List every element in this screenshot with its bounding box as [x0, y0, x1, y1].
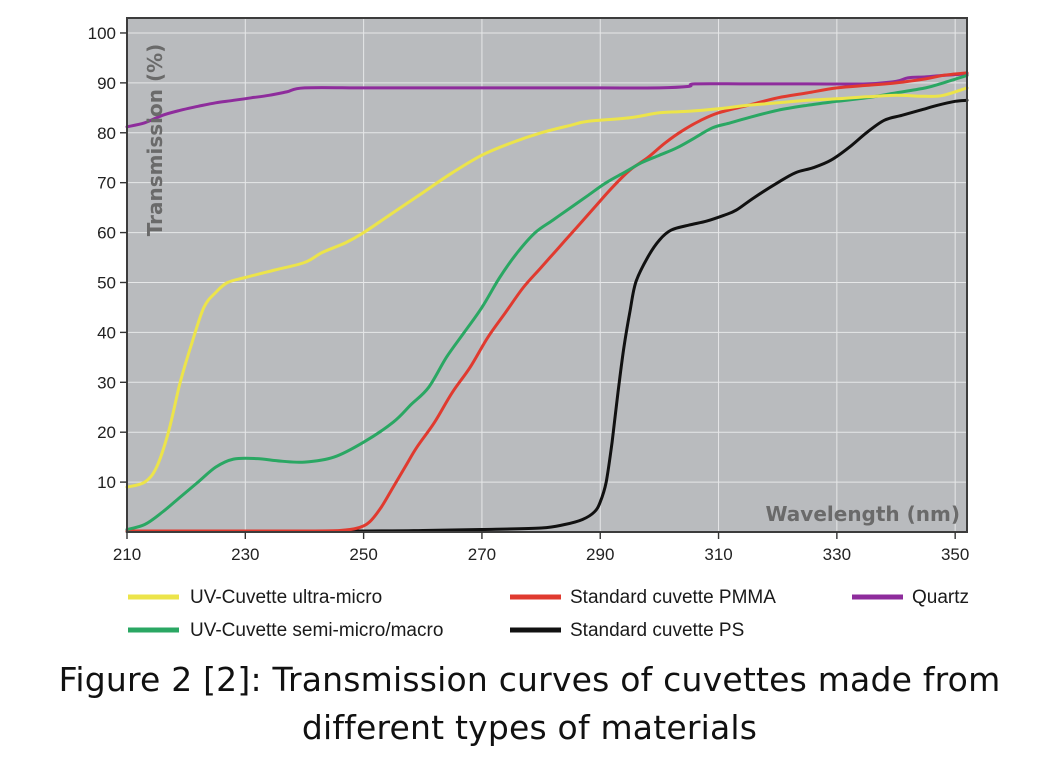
legend-label-quartz: Quartz	[912, 587, 969, 608]
y-tick-label: 30	[97, 373, 116, 392]
x-tick-label: 230	[231, 545, 259, 564]
legend-label-uv-cuvette-semi-micro-macro: UV-Cuvette semi-micro/macro	[190, 620, 443, 641]
x-tick-label: 290	[586, 545, 614, 564]
y-tick-label: 10	[97, 473, 116, 492]
y-axis-title: Transmission (%)	[143, 44, 167, 237]
x-tick-label: 330	[823, 545, 851, 564]
caption-line-1: Figure 2 [2]: Transmission curves of cuv…	[58, 660, 1001, 699]
series-line-standard-cuvette-pmma	[125, 71, 969, 533]
y-tick-label: 20	[97, 423, 116, 442]
y-tick-label: 90	[97, 74, 116, 93]
series-line-uv-cuvette-ultra-micro	[125, 86, 969, 489]
y-tick-label: 40	[97, 323, 116, 342]
x-tick-label: 310	[704, 545, 732, 564]
legend-label-standard-cuvette-ps: Standard cuvette PS	[570, 620, 744, 641]
x-tick-labels: 210 230 250 270 290 310 330 350	[113, 532, 969, 564]
legend: UV-Cuvette ultra-micro UV-Cuvette semi-mi…	[128, 587, 969, 641]
x-axis-title: Wavelength (nm)	[765, 502, 960, 526]
plot-border	[126, 17, 968, 533]
figure-caption: Figure 2 [2]: Transmission curves of cuv…	[0, 656, 1059, 752]
series-line-standard-cuvette-ps	[125, 98, 969, 533]
plot-frame	[126, 17, 968, 533]
y-tick-labels: 10 20 30 40 50 60 70 80 90 100	[88, 24, 127, 492]
y-tick-label: 50	[97, 273, 116, 292]
series-lines	[125, 71, 969, 533]
legend-label-uv-cuvette-ultra-micro: UV-Cuvette ultra-micro	[190, 587, 382, 608]
x-tick-label: 350	[941, 545, 969, 564]
x-tick-label: 270	[468, 545, 496, 564]
y-tick-label: 70	[97, 174, 116, 193]
legend-label-standard-cuvette-pmma: Standard cuvette PMMA	[570, 587, 776, 608]
x-tick-label: 250	[349, 545, 377, 564]
x-tick-label: 210	[113, 545, 141, 564]
y-tick-label: 60	[97, 224, 116, 243]
caption-line-2: different types of materials	[301, 708, 758, 747]
y-tick-label: 80	[97, 124, 116, 143]
y-tick-label: 100	[88, 24, 116, 43]
series-line-uv-cuvette-semi-micro-macro	[125, 73, 969, 531]
